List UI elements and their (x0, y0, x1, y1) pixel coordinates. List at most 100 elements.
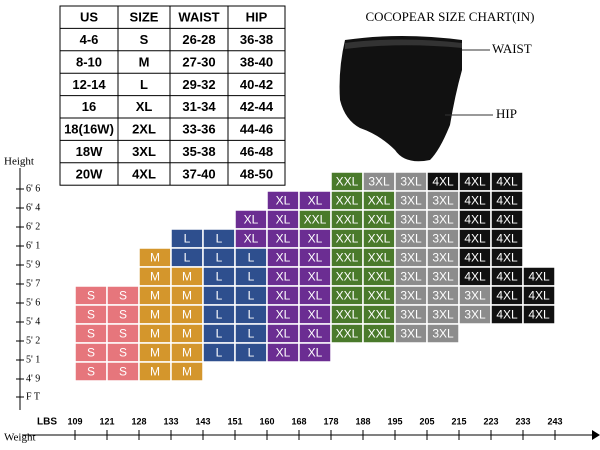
size-cell (170, 361, 204, 382)
size-cell-label: XXL (336, 251, 359, 265)
size-cell-label: 3XL (400, 175, 422, 189)
size-cell-label: L (248, 308, 255, 322)
weight-tick-label: 109 (67, 416, 82, 426)
size-cell-label: 3XL (432, 327, 454, 341)
size-cell-label: S (87, 289, 95, 303)
height-tick-label: 4' 9 (26, 373, 40, 384)
size-cell-label: 3XL (432, 213, 454, 227)
size-cell-label: L (216, 327, 223, 341)
table-cell: 27-30 (182, 54, 215, 69)
size-cell-label: 3XL (400, 308, 422, 322)
waist-label: WAIST (492, 41, 532, 56)
size-cell-label: 3XL (432, 251, 454, 265)
weight-tick-label: 151 (227, 416, 242, 426)
height-tick-label: 5' 9 (26, 259, 40, 270)
size-cell-label: L (216, 289, 223, 303)
weight-tick-label: 168 (291, 416, 306, 426)
size-cell-label: 3XL (432, 232, 454, 246)
size-cell-label: 3XL (432, 270, 454, 284)
size-cell-label: 3XL (400, 232, 422, 246)
weight-tick-label: 121 (99, 416, 114, 426)
size-cell-label: M (182, 289, 192, 303)
size-cell-label: XXL (336, 308, 359, 322)
size-cell-label: 3XL (400, 289, 422, 303)
table-cell: 18(16W) (64, 122, 114, 137)
table-header: HIP (246, 10, 268, 25)
size-cell-label: XL (276, 308, 291, 322)
size-cell-label: 4XL (464, 270, 486, 284)
table-cell: 35-38 (182, 144, 215, 159)
table-cell: 44-46 (240, 122, 273, 137)
table-cell: 42-44 (240, 99, 274, 114)
size-cell-label: M (182, 365, 192, 379)
size-cell-label: XL (276, 251, 291, 265)
table-cell: 33-36 (182, 122, 215, 137)
size-cell-label: XL (308, 327, 323, 341)
size-cell-label: L (216, 346, 223, 360)
table-cell: 26-28 (182, 32, 215, 47)
size-cell-label: XXL (368, 327, 391, 341)
weight-tick-label: 128 (131, 416, 146, 426)
table-cell: 37-40 (182, 166, 215, 181)
table-cell: 36-38 (240, 32, 273, 47)
size-cell-label: L (216, 308, 223, 322)
size-cell-label: XL (308, 308, 323, 322)
height-tick-label: 6' 2 (26, 221, 40, 232)
weight-tick-label: 233 (515, 416, 530, 426)
size-cell-label: XL (276, 289, 291, 303)
size-cell-label: XXL (336, 327, 359, 341)
table-header: WAIST (178, 10, 219, 25)
size-cell-label: XL (276, 232, 291, 246)
size-cell-label: 4XL (496, 308, 518, 322)
size-cell-label: 4XL (496, 194, 518, 208)
size-cell-label: XXL (368, 194, 391, 208)
size-cell-label: XL (308, 346, 323, 360)
size-cell-label: XXL (368, 270, 391, 284)
size-cell-label: M (150, 365, 160, 379)
weight-tick-label: 223 (483, 416, 498, 426)
table-cell: 3XL (132, 144, 156, 159)
weight-tick-label: 205 (419, 416, 434, 426)
size-cell-label: XXL (336, 194, 359, 208)
size-cell-label: S (87, 346, 95, 360)
size-cell-label: L (248, 346, 255, 360)
table-cell: XL (136, 99, 153, 114)
size-cell-label: XL (276, 270, 291, 284)
size-cell-label: XXL (304, 213, 327, 227)
table-cell: 48-50 (240, 166, 273, 181)
size-cell-label: XXL (336, 213, 359, 227)
table-cell: 20W (76, 166, 103, 181)
height-tick-label: 6' 6 (26, 183, 40, 194)
size-cell-label: L (216, 270, 223, 284)
height-label: Height (4, 156, 34, 168)
size-cell-label: M (182, 270, 192, 284)
size-cell-label: 4XL (496, 232, 518, 246)
size-cell-label: XXL (336, 232, 359, 246)
size-cell-label: XL (244, 213, 259, 227)
size-cell-label: M (150, 251, 160, 265)
table-header: US (80, 10, 98, 25)
size-cell-label: S (119, 346, 127, 360)
table-header: SIZE (130, 10, 159, 25)
size-cell-label: L (184, 232, 191, 246)
table-cell: 4XL (132, 166, 156, 181)
size-cell-label: XXL (336, 270, 359, 284)
size-cell-label: 4XL (464, 251, 486, 265)
size-cell-label: L (248, 251, 255, 265)
table-cell: 46-48 (240, 144, 273, 159)
table-cell: 31-34 (182, 99, 216, 114)
size-cell-label: M (150, 308, 160, 322)
table-cell: S (140, 32, 149, 47)
weight-tick-label: 215 (451, 416, 466, 426)
table-cell: L (140, 77, 148, 92)
size-cell-label: XXL (336, 289, 359, 303)
table-cell: 4-6 (80, 32, 99, 47)
weight-tick-label: 133 (163, 416, 178, 426)
size-cell (426, 323, 460, 344)
size-cell-label: XL (244, 232, 259, 246)
size-cell-label: M (150, 346, 160, 360)
size-cell-label: 3XL (400, 270, 422, 284)
size-cell-label: 3XL (464, 308, 486, 322)
size-cell-label: S (87, 327, 95, 341)
size-cell-label: 4XL (432, 175, 454, 189)
